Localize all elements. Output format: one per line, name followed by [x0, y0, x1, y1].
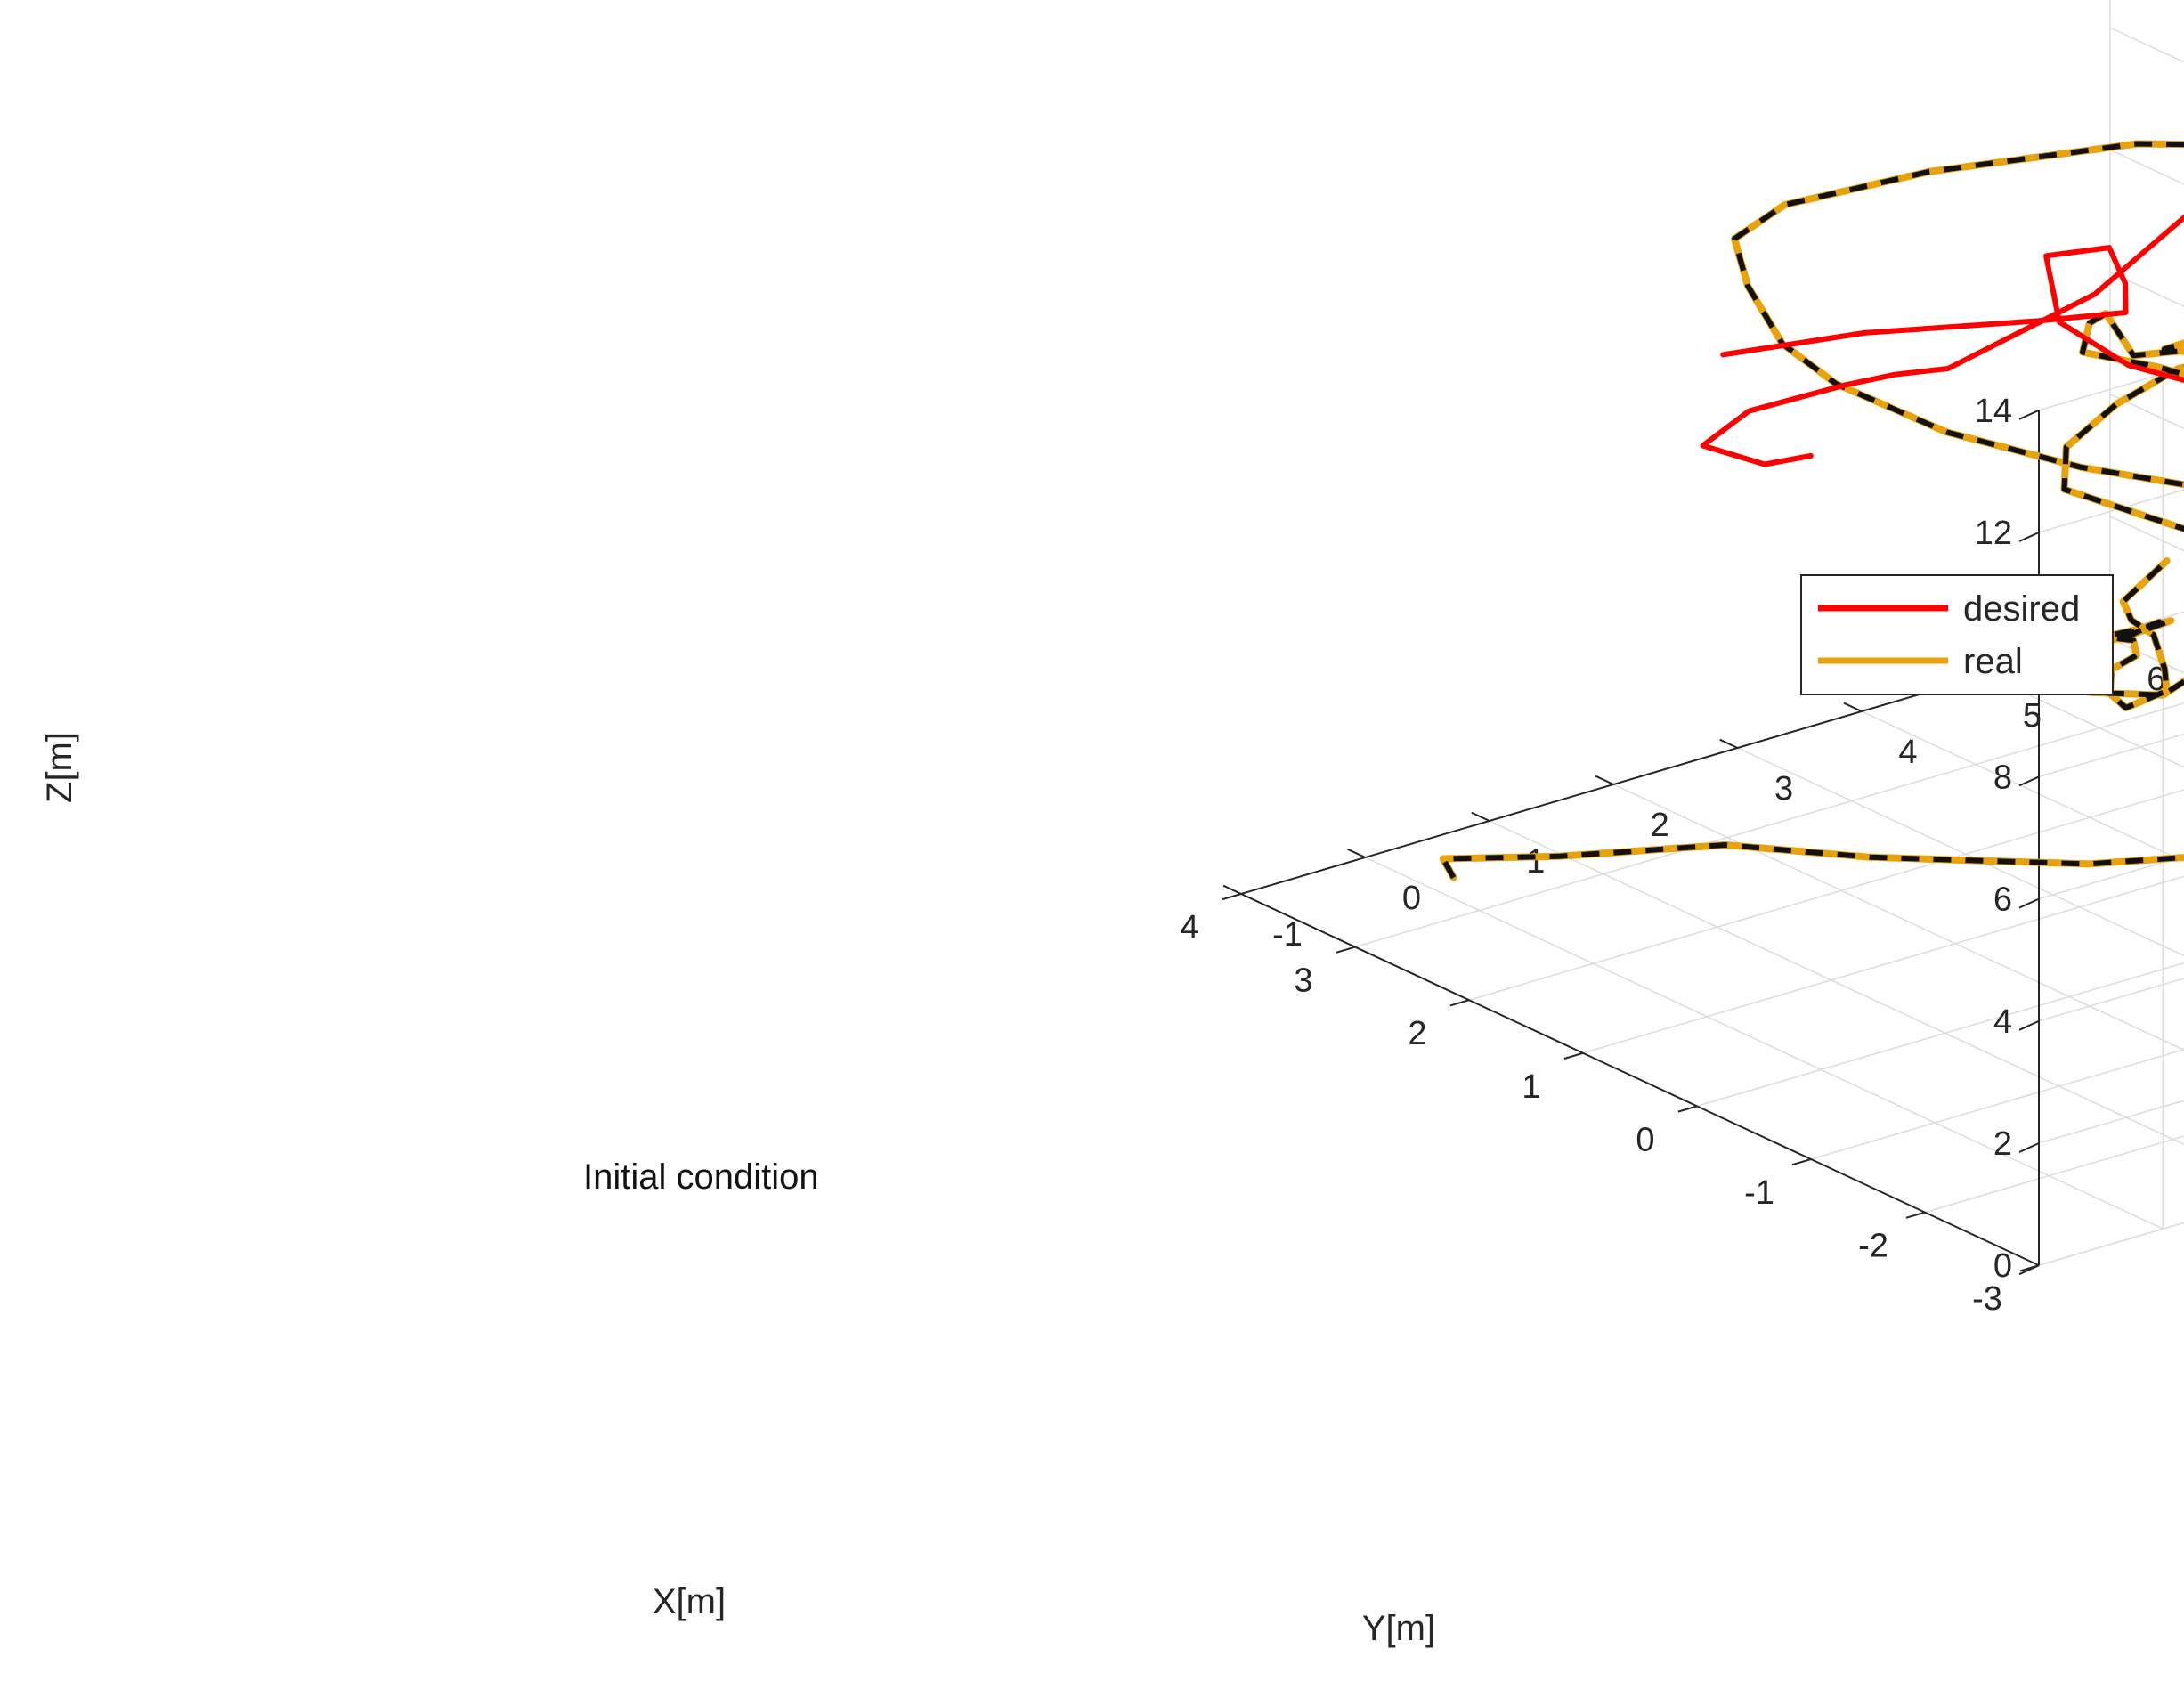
grid-line	[1583, 798, 2184, 1053]
grid-line	[1469, 744, 2184, 1000]
x-tick	[1906, 1213, 1925, 1218]
z-tick	[2019, 899, 2039, 908]
z-tick-label: 0	[1993, 1247, 2012, 1285]
x-tick-label: 3	[1294, 962, 1312, 1000]
grid-line	[2110, 272, 2184, 643]
x-tick-label: 2	[1408, 1015, 1426, 1052]
x-tick	[1222, 894, 1241, 899]
y-axis-label: Y[m]	[1362, 1609, 1435, 1648]
annotation-initial-condition: Initial condition	[583, 1157, 819, 1197]
z-tick-label: 12	[1975, 515, 2012, 552]
y-tick	[1223, 886, 1241, 894]
x-tick-label: 1	[1522, 1068, 1540, 1106]
grid-line	[1738, 748, 2184, 1119]
x-tick	[1678, 1106, 1697, 1111]
grid-line	[1697, 850, 2184, 1106]
x-tick-label: -3	[1972, 1280, 2002, 1318]
x-tick	[1336, 947, 1355, 953]
grid-line	[2039, 1010, 2184, 1265]
series-layer	[1443, 69, 2184, 878]
z-axis-label: Z[m]	[40, 732, 79, 803]
x-axis-label: X[m]	[653, 1582, 726, 1621]
z-tick	[2019, 776, 2039, 785]
y-tick-label: 0	[1402, 880, 1421, 917]
x-tick-label: -1	[1744, 1174, 1774, 1212]
legend-label-real: real	[1963, 642, 2023, 681]
x-tick	[1450, 1000, 1469, 1005]
z-tick	[2019, 1143, 2039, 1152]
z-tick	[2019, 410, 2039, 419]
y-tick-label: 1	[1526, 843, 1545, 881]
z-tick-label: 8	[1993, 759, 2012, 796]
grid-line	[1613, 784, 2184, 1156]
grid-line	[2110, 0, 2184, 277]
y-tick-label: 5	[2023, 697, 2042, 735]
z-tick	[2019, 532, 2039, 541]
grid-line	[2110, 0, 2184, 155]
y-tick	[1720, 740, 1738, 748]
y-tick	[1844, 703, 1862, 711]
z-tick-label: 6	[1993, 881, 2012, 919]
x-tick-label: -2	[1858, 1228, 1888, 1265]
x-tick	[1792, 1159, 1811, 1165]
grid-line	[1355, 692, 2184, 947]
grid-line	[2039, 1010, 2184, 1265]
y-tick-label: 4	[1898, 734, 1917, 771]
y-tick	[1595, 776, 1613, 784]
z-tick-label: 14	[1975, 393, 2012, 430]
x-tick	[1564, 1053, 1583, 1059]
z-tick-label: 4	[1993, 1003, 2012, 1041]
legend: desired real	[1801, 575, 2113, 694]
y-tick-label: 2	[1651, 807, 1669, 844]
legend-label-desired: desired	[1963, 589, 2080, 629]
x-tick-label: 0	[1636, 1121, 1654, 1158]
grid-line	[2039, 888, 2184, 1143]
x-tick-label: 4	[1180, 909, 1198, 946]
y-tick	[1347, 849, 1365, 857]
y-tick-label: 3	[1774, 770, 1793, 808]
z-tick-label: 2	[1993, 1125, 2012, 1163]
z-tick	[2019, 1021, 2039, 1030]
y-tick-label: -1	[1272, 916, 1303, 954]
y-tick	[1472, 813, 1490, 821]
